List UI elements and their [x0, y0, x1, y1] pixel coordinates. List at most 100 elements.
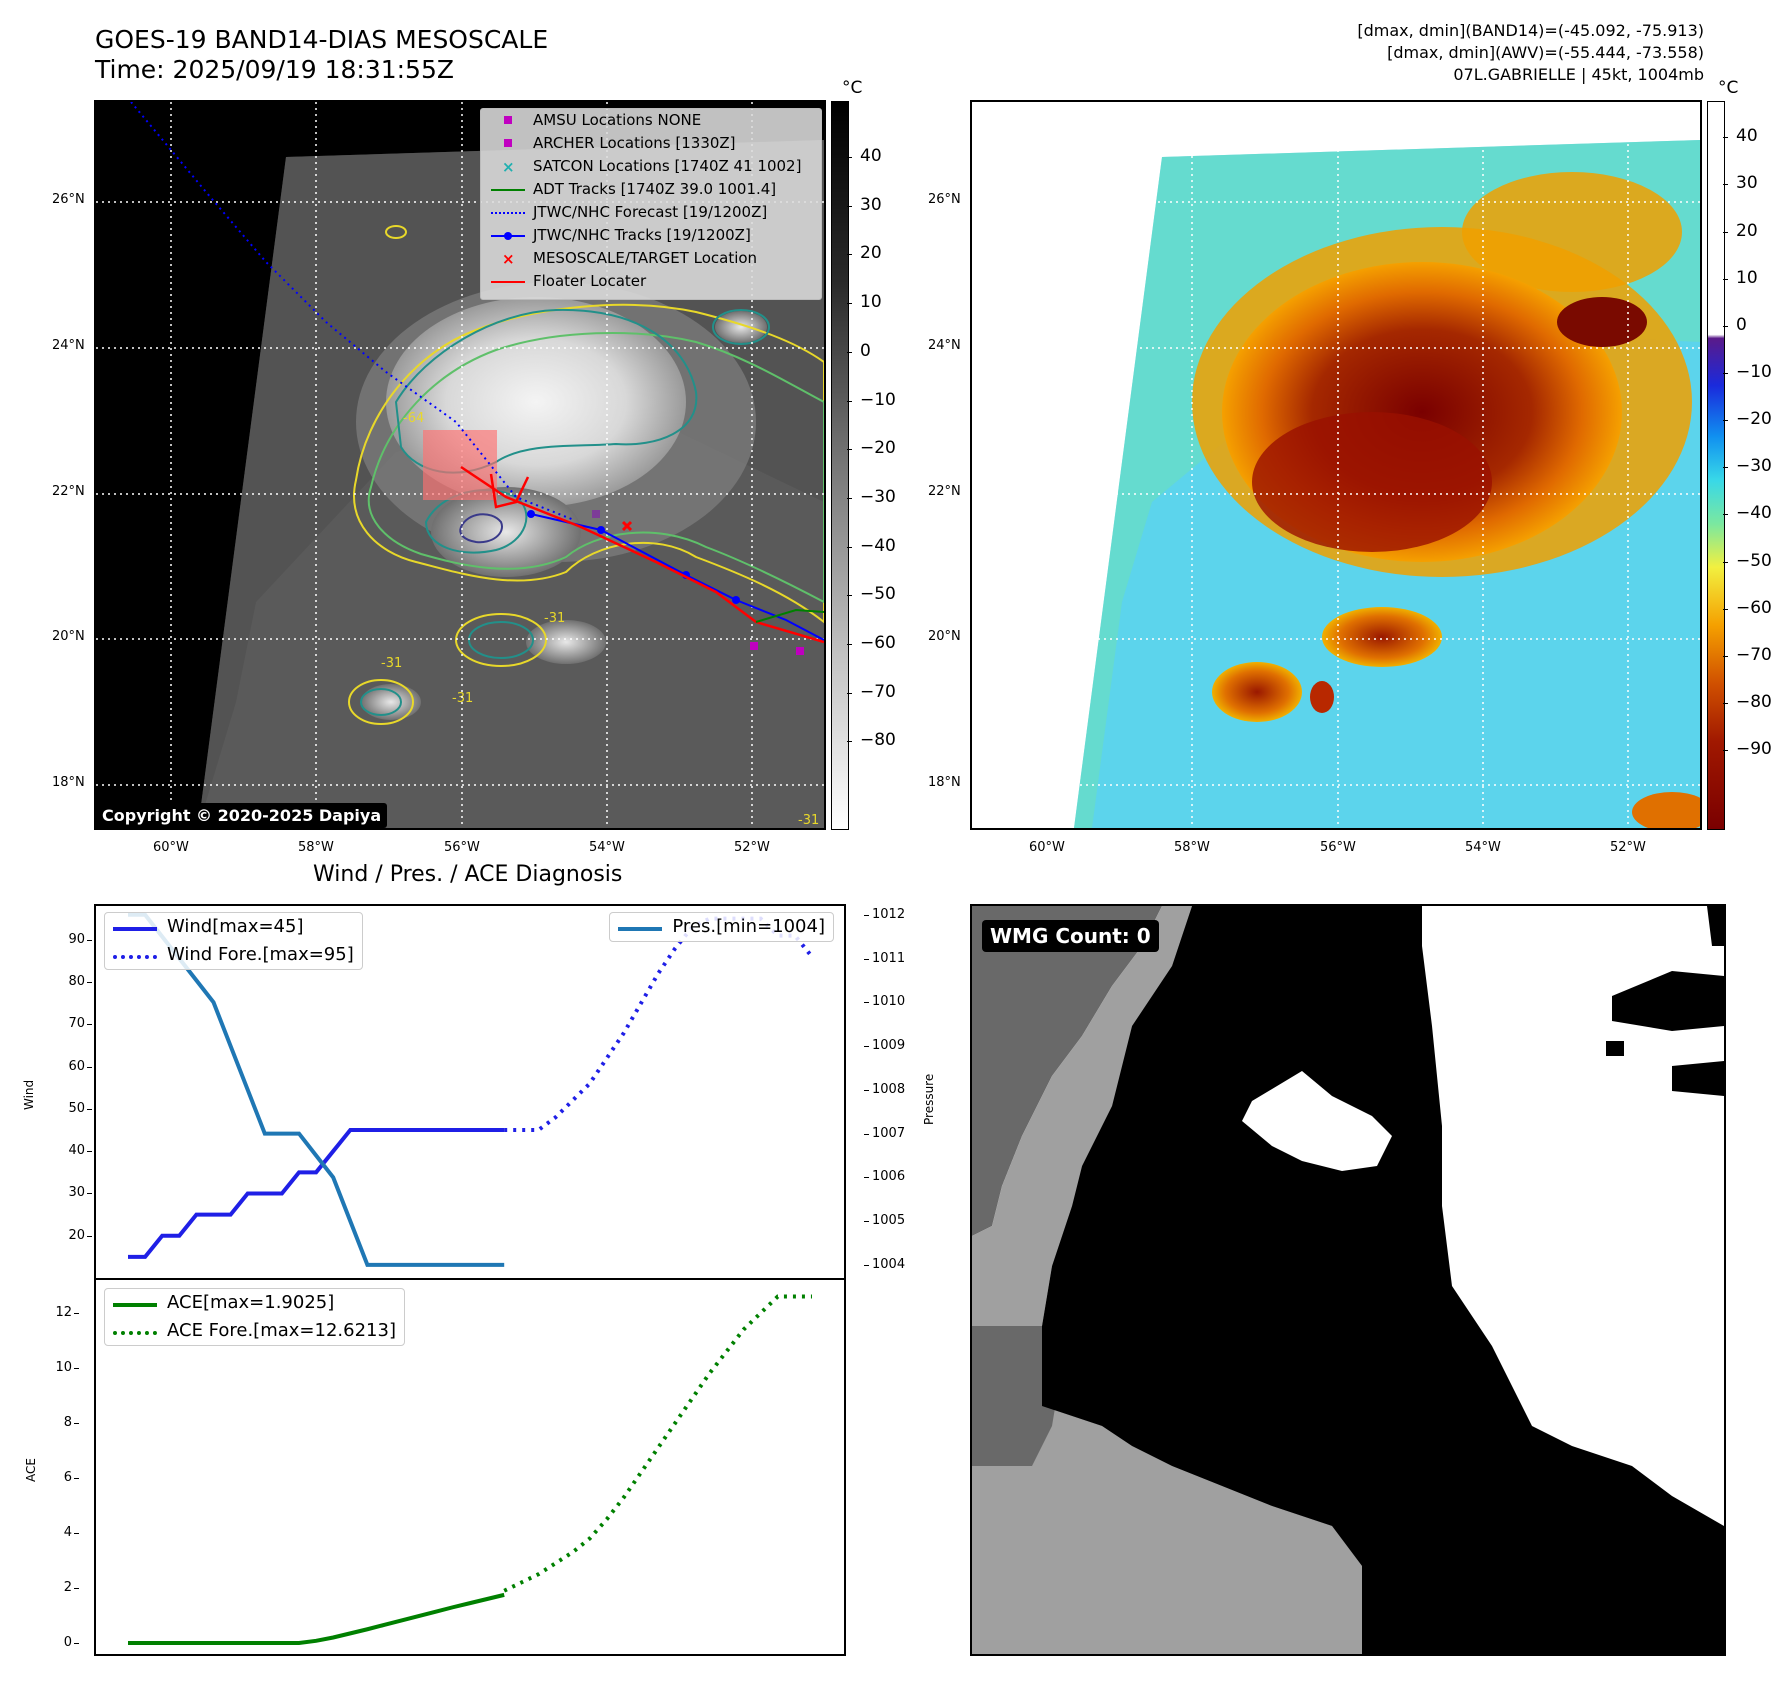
colorbar-tick-mark	[847, 400, 852, 402]
y-tick-mark	[74, 1368, 79, 1369]
legend-floater: Floater Locater	[481, 270, 821, 293]
y-tick-label: 1007	[872, 1125, 906, 1141]
colorbar-tick-mark	[1723, 373, 1728, 375]
ace-legend: ACE[max=1.9025] ACE Fore.[max=12.6213]	[104, 1288, 405, 1346]
contour-label: -31	[381, 656, 402, 671]
awv-map-svg	[972, 102, 1700, 828]
y-tick-label: 40	[68, 1143, 85, 1159]
series-pres	[128, 912, 505, 1267]
y-tick-mark	[74, 1643, 79, 1644]
contour-ne-teal	[712, 309, 770, 345]
colorbar-tick-mark	[847, 546, 852, 548]
wind-legend: Wind[max=45] Wind Fore.[max=95]	[104, 912, 363, 970]
best-track	[530, 513, 824, 641]
colorbar-color	[1707, 101, 1725, 830]
y-tick-mark	[87, 1024, 92, 1026]
colorbar-tick-mark	[847, 644, 852, 646]
contour-label: -31	[544, 611, 565, 626]
wmg-black-corner	[1707, 906, 1724, 946]
y-tick-label: 60	[68, 1058, 85, 1074]
ace-axis-label: ACE	[24, 1458, 38, 1482]
y-tick-label: 12	[55, 1305, 72, 1320]
cloud-west	[431, 487, 581, 577]
colorbar-tick-mark	[847, 595, 852, 597]
series-ace-fore	[503, 1294, 812, 1593]
colorbar-tick-label: 0	[1736, 314, 1747, 335]
y-tick-label: 20	[68, 1227, 85, 1243]
colorbar-tick-label: 30	[860, 194, 882, 215]
colorbar-tick-label: −50	[1736, 550, 1772, 571]
colorbar-gray-unit: °C	[842, 78, 863, 98]
y-tick-label: 4	[63, 1525, 72, 1540]
colorbar-tick-label: 0	[860, 340, 871, 361]
legend-forecast: JTWC/NHC Forecast [19/1200Z]	[481, 201, 821, 224]
lon-label: 52°W	[734, 840, 770, 855]
colorbar-tick-label: −20	[860, 438, 896, 459]
colorbar-tick-label: −20	[1736, 409, 1772, 430]
awv-cell-se	[1632, 792, 1700, 828]
y-tick-label: 10	[55, 1360, 72, 1375]
legend-ace: ACE[max=1.9025]	[105, 1289, 404, 1317]
colorbar-tick-label: 40	[1736, 126, 1758, 147]
y-tick-mark	[864, 914, 869, 916]
awv-map-panel	[970, 100, 1702, 830]
lat-label: 24°N	[928, 338, 961, 353]
lon-label: 56°W	[444, 840, 480, 855]
colorbar-tick-label: −80	[1736, 692, 1772, 713]
storm-info: 07L.GABRIELLE | 45kt, 1004mb	[1453, 65, 1704, 84]
y-tick-mark	[74, 1423, 79, 1424]
lat-label: 22°N	[928, 484, 961, 499]
lat-label: 18°N	[928, 775, 961, 790]
colorbar-tick-label: −10	[860, 389, 896, 410]
legend-archer: ARCHER Locations [1330Z]	[481, 132, 821, 155]
wmg-black-dot	[1606, 1041, 1624, 1056]
lon-label: 54°W	[1465, 840, 1501, 855]
y-tick-label: 1008	[872, 1081, 906, 1097]
colorbar-tick-mark	[1723, 278, 1728, 280]
wmg-count-badge: WMG Count: 0	[982, 920, 1159, 952]
lat-label: 24°N	[52, 338, 85, 353]
colorbar-tick-mark	[1723, 514, 1728, 516]
lon-label: 54°W	[589, 840, 625, 855]
wmg-light-gray-1	[972, 906, 1362, 1654]
y-tick-mark	[864, 1089, 869, 1091]
y-tick-label: 1010	[872, 994, 906, 1010]
wmg-black-main	[1042, 906, 1724, 1654]
colorbar-tick-mark	[847, 351, 852, 353]
colorbar-tick-label: 20	[860, 243, 882, 264]
colorbar-tick-mark	[1723, 184, 1728, 186]
cloud-south	[526, 620, 606, 664]
cloud-sw	[361, 684, 421, 720]
y-tick-mark	[87, 1066, 92, 1068]
wind-pres-panel: Wind[max=45] Wind Fore.[max=95] Pres.[mi…	[94, 904, 846, 1280]
colorbar-tick-label: 10	[1736, 267, 1758, 288]
colorbar-tick-label: 40	[860, 145, 882, 166]
lon-label: 58°W	[298, 840, 334, 855]
copyright-badge: Copyright © 2020-2025 Dapiya	[96, 803, 388, 828]
y-tick-label: 1005	[872, 1213, 906, 1229]
legend-ace-forecast: ACE Fore.[max=12.6213]	[105, 1317, 404, 1345]
colorbar-tick-mark	[1723, 467, 1728, 469]
y-tick-mark	[864, 958, 869, 960]
y-tick-mark	[864, 1221, 869, 1223]
wind-axis-label: Wind	[22, 1079, 36, 1110]
y-tick-label: 50	[68, 1100, 85, 1116]
legend-wind-forecast: Wind Fore.[max=95]	[105, 941, 362, 969]
y-tick-mark	[864, 1133, 869, 1135]
colorbar-tick-label: −50	[860, 584, 896, 605]
contour-label: -64	[403, 411, 424, 426]
contour-yellow	[353, 303, 824, 624]
colorbar-gray	[831, 101, 849, 830]
floater-box	[423, 430, 497, 500]
y-tick-mark	[864, 1177, 869, 1179]
colorbar-tick-label: −70	[860, 681, 896, 702]
colorbar-tick-mark	[1723, 703, 1728, 705]
colorbar-tick-label: −70	[1736, 644, 1772, 665]
y-tick-label: 0	[63, 1635, 72, 1650]
lat-label: 26°N	[928, 192, 961, 207]
y-tick-label: 80	[68, 974, 85, 990]
y-tick-mark	[74, 1588, 79, 1589]
contour-n-yellow	[385, 225, 407, 239]
y-tick-mark	[74, 1313, 79, 1314]
y-tick-mark	[87, 939, 92, 941]
